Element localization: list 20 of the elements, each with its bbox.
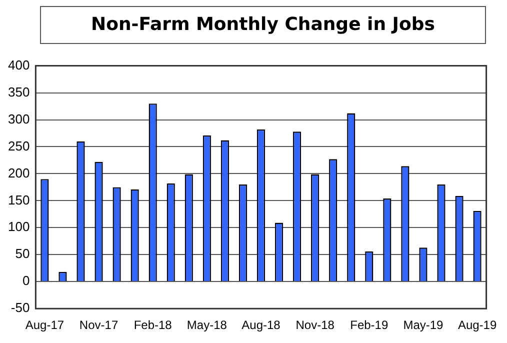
- y-tick-label: 250: [8, 138, 30, 154]
- x-tick-label: Nov-17: [79, 318, 118, 332]
- x-tick-label: May-18: [186, 318, 228, 332]
- y-tick-label: 0: [22, 273, 30, 288]
- x-tick-label: Feb-19: [350, 318, 388, 332]
- x-tick-label: May-19: [403, 318, 444, 332]
- y-tick-label: -50: [10, 300, 30, 316]
- y-tick-label: 200: [8, 165, 30, 180]
- chart-title: Non-Farm Monthly Change in Jobs: [40, 6, 486, 44]
- x-tick-label: Aug-19: [458, 318, 497, 332]
- x-tick-label: Nov-18: [296, 318, 335, 332]
- y-tick-label: 350: [8, 84, 30, 100]
- x-tick-label: Feb-18: [134, 318, 172, 332]
- y-tick-label: 150: [8, 192, 30, 208]
- y-tick-label: 50: [15, 246, 30, 262]
- y-tick-label: 300: [8, 111, 30, 126]
- y-tick-label: 400: [8, 57, 30, 72]
- y-tick-label: 100: [8, 219, 30, 234]
- x-tick-label: Aug-17: [25, 318, 64, 332]
- x-tick-label: Aug-18: [242, 318, 281, 332]
